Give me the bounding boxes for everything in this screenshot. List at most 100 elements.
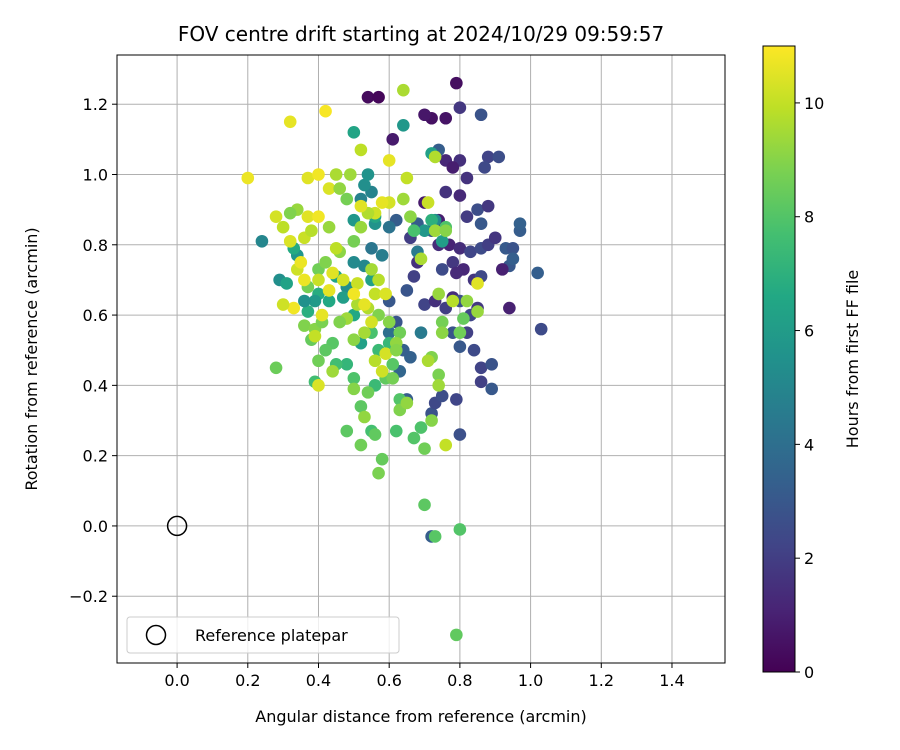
data-point — [435, 326, 449, 339]
data-point — [333, 182, 346, 195]
data-point — [421, 354, 435, 368]
data-point — [329, 168, 343, 181]
data-point — [453, 523, 467, 536]
data-point — [404, 210, 417, 223]
colorbar-tick-label: 8 — [804, 208, 814, 227]
data-point — [372, 90, 385, 104]
data-point — [400, 284, 414, 297]
data-point — [478, 161, 491, 174]
data-point — [474, 217, 488, 230]
data-point — [365, 241, 378, 255]
data-point — [471, 305, 484, 318]
data-point — [481, 199, 495, 213]
data-point — [365, 315, 378, 329]
data-point — [368, 287, 382, 301]
data-point — [453, 241, 467, 255]
y-tick-label: 1.0 — [83, 165, 108, 184]
y-tick-label: 1.2 — [83, 95, 108, 114]
data-point — [347, 256, 361, 269]
data-point — [421, 196, 435, 209]
data-point — [354, 438, 368, 452]
data-point — [305, 224, 318, 238]
data-point — [457, 312, 470, 325]
data-point — [361, 386, 375, 399]
data-point — [333, 315, 346, 329]
data-point — [414, 421, 428, 434]
data-point — [496, 263, 509, 276]
data-point — [315, 308, 329, 322]
data-point — [432, 287, 445, 301]
data-point — [375, 452, 389, 466]
data-point — [428, 224, 442, 238]
data-point — [460, 210, 474, 223]
data-point — [276, 298, 290, 311]
data-point — [506, 252, 520, 266]
data-point — [329, 241, 343, 255]
x-tick-label: 0.4 — [306, 671, 331, 690]
colorbar-tick-label: 6 — [804, 322, 814, 341]
colorbar-label: Hours from first FF file — [843, 270, 862, 449]
data-point — [382, 154, 396, 167]
data-point — [354, 220, 368, 234]
data-point — [485, 357, 498, 371]
x-tick-label: 1.4 — [659, 671, 684, 690]
data-point — [453, 428, 467, 441]
data-point — [418, 108, 431, 122]
data-point — [471, 203, 484, 216]
data-point — [269, 361, 283, 375]
data-point — [340, 192, 354, 206]
data-point — [276, 220, 290, 234]
data-point — [358, 298, 371, 311]
data-point — [375, 196, 389, 209]
data-point — [393, 326, 407, 339]
data-point — [379, 347, 392, 361]
data-point — [439, 185, 453, 199]
data-point — [382, 315, 396, 329]
data-point — [503, 301, 516, 315]
data-point — [287, 301, 301, 315]
data-point — [322, 220, 336, 234]
data-point — [368, 354, 382, 368]
data-point — [435, 389, 449, 403]
data-point — [319, 256, 332, 269]
data-point — [358, 178, 371, 192]
data-point — [382, 326, 396, 339]
data-point — [389, 424, 403, 438]
data-point — [347, 333, 361, 346]
data-point — [428, 530, 442, 543]
data-point — [407, 431, 421, 445]
y-axis-label: Rotation from reference (arcmin) — [22, 227, 41, 490]
data-point — [397, 118, 410, 132]
colorbar: 0 2 4 6 8 10 — [762, 45, 824, 682]
y-tick-label: 0.0 — [83, 517, 108, 536]
data-point — [361, 168, 375, 181]
data-point — [365, 263, 378, 276]
data-point — [435, 263, 449, 276]
data-point — [450, 76, 463, 90]
data-point — [418, 442, 431, 455]
data-point — [322, 294, 336, 308]
data-point — [439, 438, 453, 452]
data-point — [354, 400, 368, 413]
chart-title: FOV centre drift starting at 2024/10/29 … — [178, 22, 664, 46]
data-point — [418, 224, 431, 238]
data-point — [414, 326, 428, 339]
data-point — [319, 104, 332, 118]
data-point — [435, 315, 449, 329]
data-point — [283, 115, 297, 129]
data-point — [351, 277, 364, 290]
x-tick-label: 0.6 — [376, 671, 401, 690]
data-point — [308, 294, 322, 308]
y-tick-label: 0.4 — [83, 376, 108, 395]
data-point — [492, 150, 506, 164]
y-tick-label: −0.2 — [69, 587, 108, 606]
x-tick-label: 0.0 — [164, 671, 189, 690]
data-point — [446, 256, 460, 269]
data-point — [368, 428, 382, 441]
data-point — [534, 322, 548, 336]
data-point — [471, 277, 484, 290]
data-point — [418, 498, 431, 512]
data-point — [372, 466, 385, 480]
reference-platepar-marker — [166, 515, 188, 537]
data-point — [301, 171, 315, 185]
